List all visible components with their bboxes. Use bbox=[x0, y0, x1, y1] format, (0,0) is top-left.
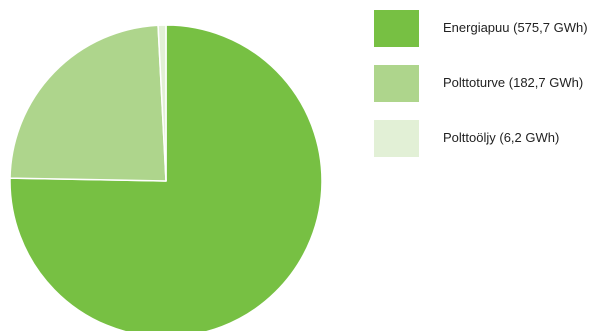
legend-label-polttooljy: Polttoöljy (6,2 GWh) bbox=[443, 130, 560, 145]
legend-label-energiapuu: Energiapuu (575,7 GWh) bbox=[443, 20, 588, 35]
legend-item-polttoturve: Polttoturve (182,7 GWh) bbox=[374, 65, 606, 103]
legend-swatch-polttooljy bbox=[374, 120, 419, 157]
legend-label-polttoturve: Polttoturve (182,7 GWh) bbox=[443, 75, 584, 90]
legend-swatch-polttoturve bbox=[374, 65, 419, 102]
pie-slice-polttooljy bbox=[157, 24, 167, 182]
legend-item-energiapuu: Energiapuu (575,7 GWh) bbox=[374, 10, 606, 48]
pie-slice-polttoturve bbox=[9, 24, 167, 182]
pie-slice-energiapuu bbox=[9, 24, 323, 331]
legend-item-polttooljy: Polttoöljy (6,2 GWh) bbox=[374, 120, 606, 158]
legend-swatch-energiapuu bbox=[374, 10, 419, 47]
